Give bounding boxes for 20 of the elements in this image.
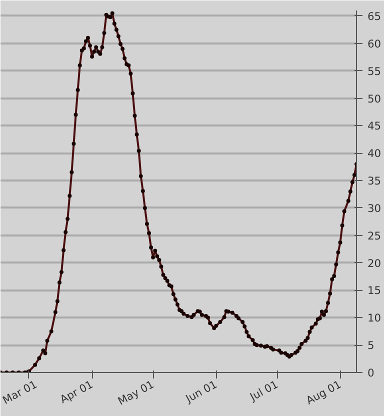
y-tick-label: 20 — [368, 256, 382, 270]
x-tick-label: Aug 01 — [304, 378, 344, 408]
x-tick-label: Mar 01 — [0, 378, 40, 407]
y-tick-label: 50 — [368, 92, 382, 106]
y-tick-label: 55 — [368, 64, 382, 78]
x-tick-label: Apr 01 — [58, 378, 96, 406]
x-tick-label: May 01 — [116, 378, 156, 408]
y-tick-label: 15 — [368, 284, 382, 298]
y-tick-label: 60 — [368, 37, 382, 50]
y-tick-label: 5 — [368, 339, 374, 352]
y-tick-label: 30 — [368, 202, 382, 215]
y-tick-label: 0 — [368, 366, 374, 380]
y-tick-label: 45 — [368, 120, 382, 133]
y-tick-label: 35 — [368, 174, 382, 188]
y-tick-label: 10 — [368, 312, 382, 325]
y-tick-label: 40 — [368, 147, 382, 160]
y-tick-label: 65 — [368, 10, 382, 23]
y-tick-label: 25 — [368, 229, 382, 242]
x-tick-label: Jul 01 — [247, 378, 280, 404]
x-tick-label: Jun 01 — [182, 378, 220, 406]
